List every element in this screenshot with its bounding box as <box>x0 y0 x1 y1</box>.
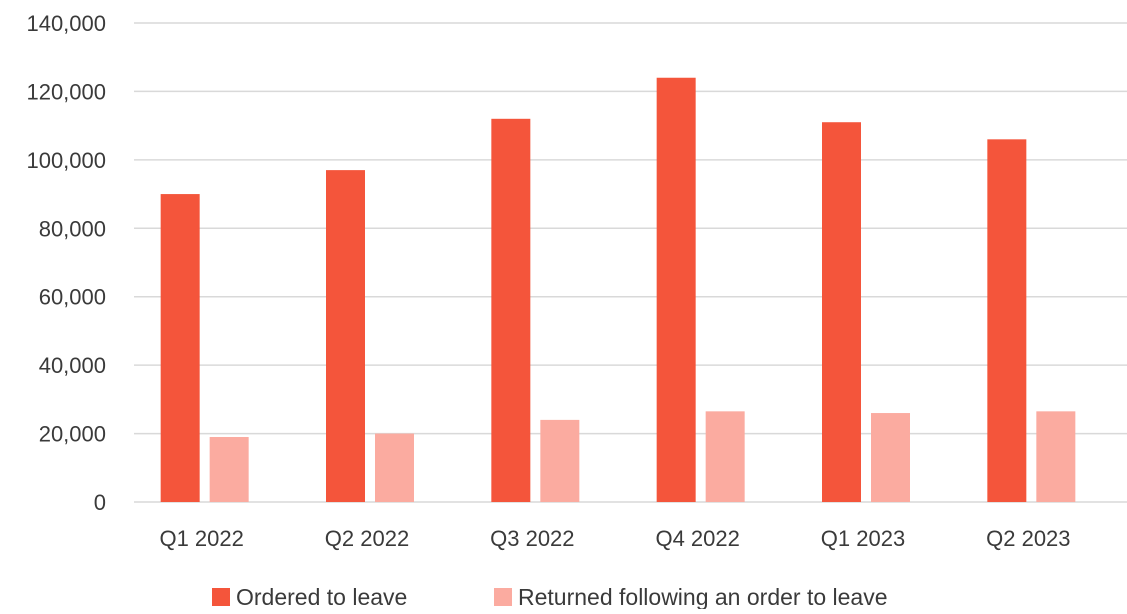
y-tick-label: 20,000 <box>39 422 106 447</box>
y-tick-label: 100,000 <box>26 148 106 173</box>
bar-ordered-to-leave-q1-2022 <box>160 194 200 503</box>
bar-ordered-to-leave-q2-2022 <box>326 170 365 502</box>
legend-swatch <box>494 588 512 606</box>
bar-returned-q1-2023 <box>871 413 910 502</box>
legend-swatch <box>212 588 230 606</box>
bar-returned-q1-2022 <box>209 436 249 502</box>
bar-returned-q2-2023 <box>1036 411 1076 502</box>
legend: Ordered to leave Returned following an or… <box>212 584 888 610</box>
x-category-label: Q1 2023 <box>821 526 905 551</box>
x-category-label: Q4 2022 <box>655 526 739 551</box>
bar-ordered-to-leave-q2-2023 <box>987 139 1027 503</box>
y-tick-label: 140,000 <box>26 11 106 36</box>
y-tick-label: 60,000 <box>39 285 106 310</box>
y-tick-label: 80,000 <box>39 216 106 241</box>
bar-ordered-to-leave-q3-2022 <box>491 118 531 503</box>
legend-label: Returned following an order to leave <box>518 584 888 609</box>
bar-returned-q3-2022 <box>540 419 580 502</box>
y-axis-tick-labels: 0 20,000 40,000 60,000 80,000 100,000 120,000 1… <box>26 11 106 515</box>
bar-ordered-to-leave-q1-2023 <box>822 122 861 502</box>
y-tick-label: 40,000 <box>39 353 106 378</box>
legend-label: Ordered to leave <box>236 584 407 609</box>
bars <box>160 77 1076 503</box>
x-category-label: Q2 2022 <box>325 526 409 551</box>
x-category-label: Q1 2022 <box>159 526 243 551</box>
y-tick-label: 120,000 <box>26 79 106 104</box>
bar-returned-q4-2022 <box>705 411 745 502</box>
x-category-label: Q3 2022 <box>490 526 574 551</box>
x-category-label: Q2 2023 <box>986 526 1070 551</box>
y-tick-label: 0 <box>94 490 106 515</box>
gridlines <box>134 22 1127 503</box>
x-axis-category-labels: Q1 2022 Q2 2022 Q3 2022 Q4 2022 Q1 2023 Q2 20… <box>159 526 1070 551</box>
bar-returned-q2-2022 <box>375 433 414 502</box>
bar-ordered-to-leave-q4-2022 <box>656 77 696 502</box>
